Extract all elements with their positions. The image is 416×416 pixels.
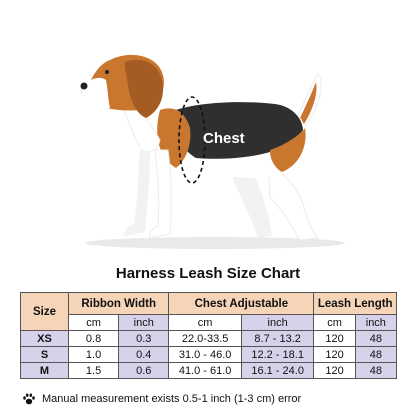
chest-label: Chest (203, 130, 245, 147)
chest-cm-cell: 22.0-33.5 (168, 330, 242, 347)
dog-nose (80, 82, 88, 90)
beagle-illustration (80, 54, 345, 249)
ribbon-cm-cell: 1.5 (67, 362, 120, 379)
dog-ear (124, 59, 164, 118)
ribbon-cm-cell: 0.8 (67, 330, 120, 347)
dog-eye (105, 70, 109, 74)
unit-cm: cm (313, 314, 356, 331)
size-label: M (20, 362, 69, 379)
leash-inch-cell: 48 (354, 346, 398, 363)
leash-cm-cell: 120 (313, 346, 356, 363)
note-text: Manual measurement exists 0.5-1 inch (1-… (42, 393, 302, 405)
table-row: XS 0.8 0.3 22.0-33.5 8.7 - 13.2 120 48 (20, 330, 398, 347)
size-table: Size Ribbon Width Chest Adjustable Leash… (20, 292, 398, 379)
chest-cm-cell: 31.0 - 46.0 (168, 346, 242, 363)
chest-inch-cell: 12.2 - 18.1 (240, 346, 315, 363)
header-chest-adjustable: Chest Adjustable (168, 292, 315, 315)
unit-inch: inch (118, 314, 170, 331)
ribbon-cm-cell: 1.0 (67, 346, 120, 363)
paw-icon (23, 393, 35, 405)
table-row: M 1.5 0.6 41.0 - 61.0 16.1 - 24.0 120 48 (20, 362, 398, 379)
header-ribbon-width: Ribbon Width (67, 292, 170, 315)
size-label: S (20, 346, 69, 363)
table-row: S 1.0 0.4 31.0 - 46.0 12.2 - 18.1 120 48 (20, 346, 398, 363)
dog-front-leg (124, 150, 150, 236)
leash-cm-cell: 120 (313, 330, 356, 347)
header-size: Size (20, 292, 69, 331)
chest-inch-cell: 16.1 - 24.0 (240, 362, 315, 379)
size-label: XS (20, 330, 69, 347)
ribbon-inch-cell: 0.3 (118, 330, 170, 347)
ribbon-inch-cell: 0.4 (118, 346, 170, 363)
chest-cm-cell: 41.0 - 61.0 (168, 362, 242, 379)
unit-inch: inch (240, 314, 315, 331)
chest-inch-cell: 8.7 - 13.2 (240, 330, 315, 347)
unit-inch: inch (354, 314, 398, 331)
dog-back-leg (267, 158, 320, 241)
chest-measure-ring (178, 96, 206, 184)
table-header-row: Size Ribbon Width Chest Adjustable Leash… (20, 292, 397, 331)
ground-shadow (85, 237, 345, 249)
measurement-note: Manual measurement exists 0.5-1 inch (1-… (22, 392, 301, 406)
unit-cm: cm (168, 314, 242, 331)
chart-title: Harness Leash Size Chart (115, 265, 301, 282)
leash-cm-cell: 120 (313, 362, 356, 379)
leash-inch-cell: 48 (354, 362, 398, 379)
table-units-row: cm inch cm inch cm inch (21, 314, 398, 331)
header-leash-length: Leash Length (313, 292, 397, 315)
ribbon-inch-cell: 0.6 (118, 362, 170, 379)
leash-inch-cell: 48 (354, 330, 398, 347)
unit-cm: cm (67, 314, 120, 331)
